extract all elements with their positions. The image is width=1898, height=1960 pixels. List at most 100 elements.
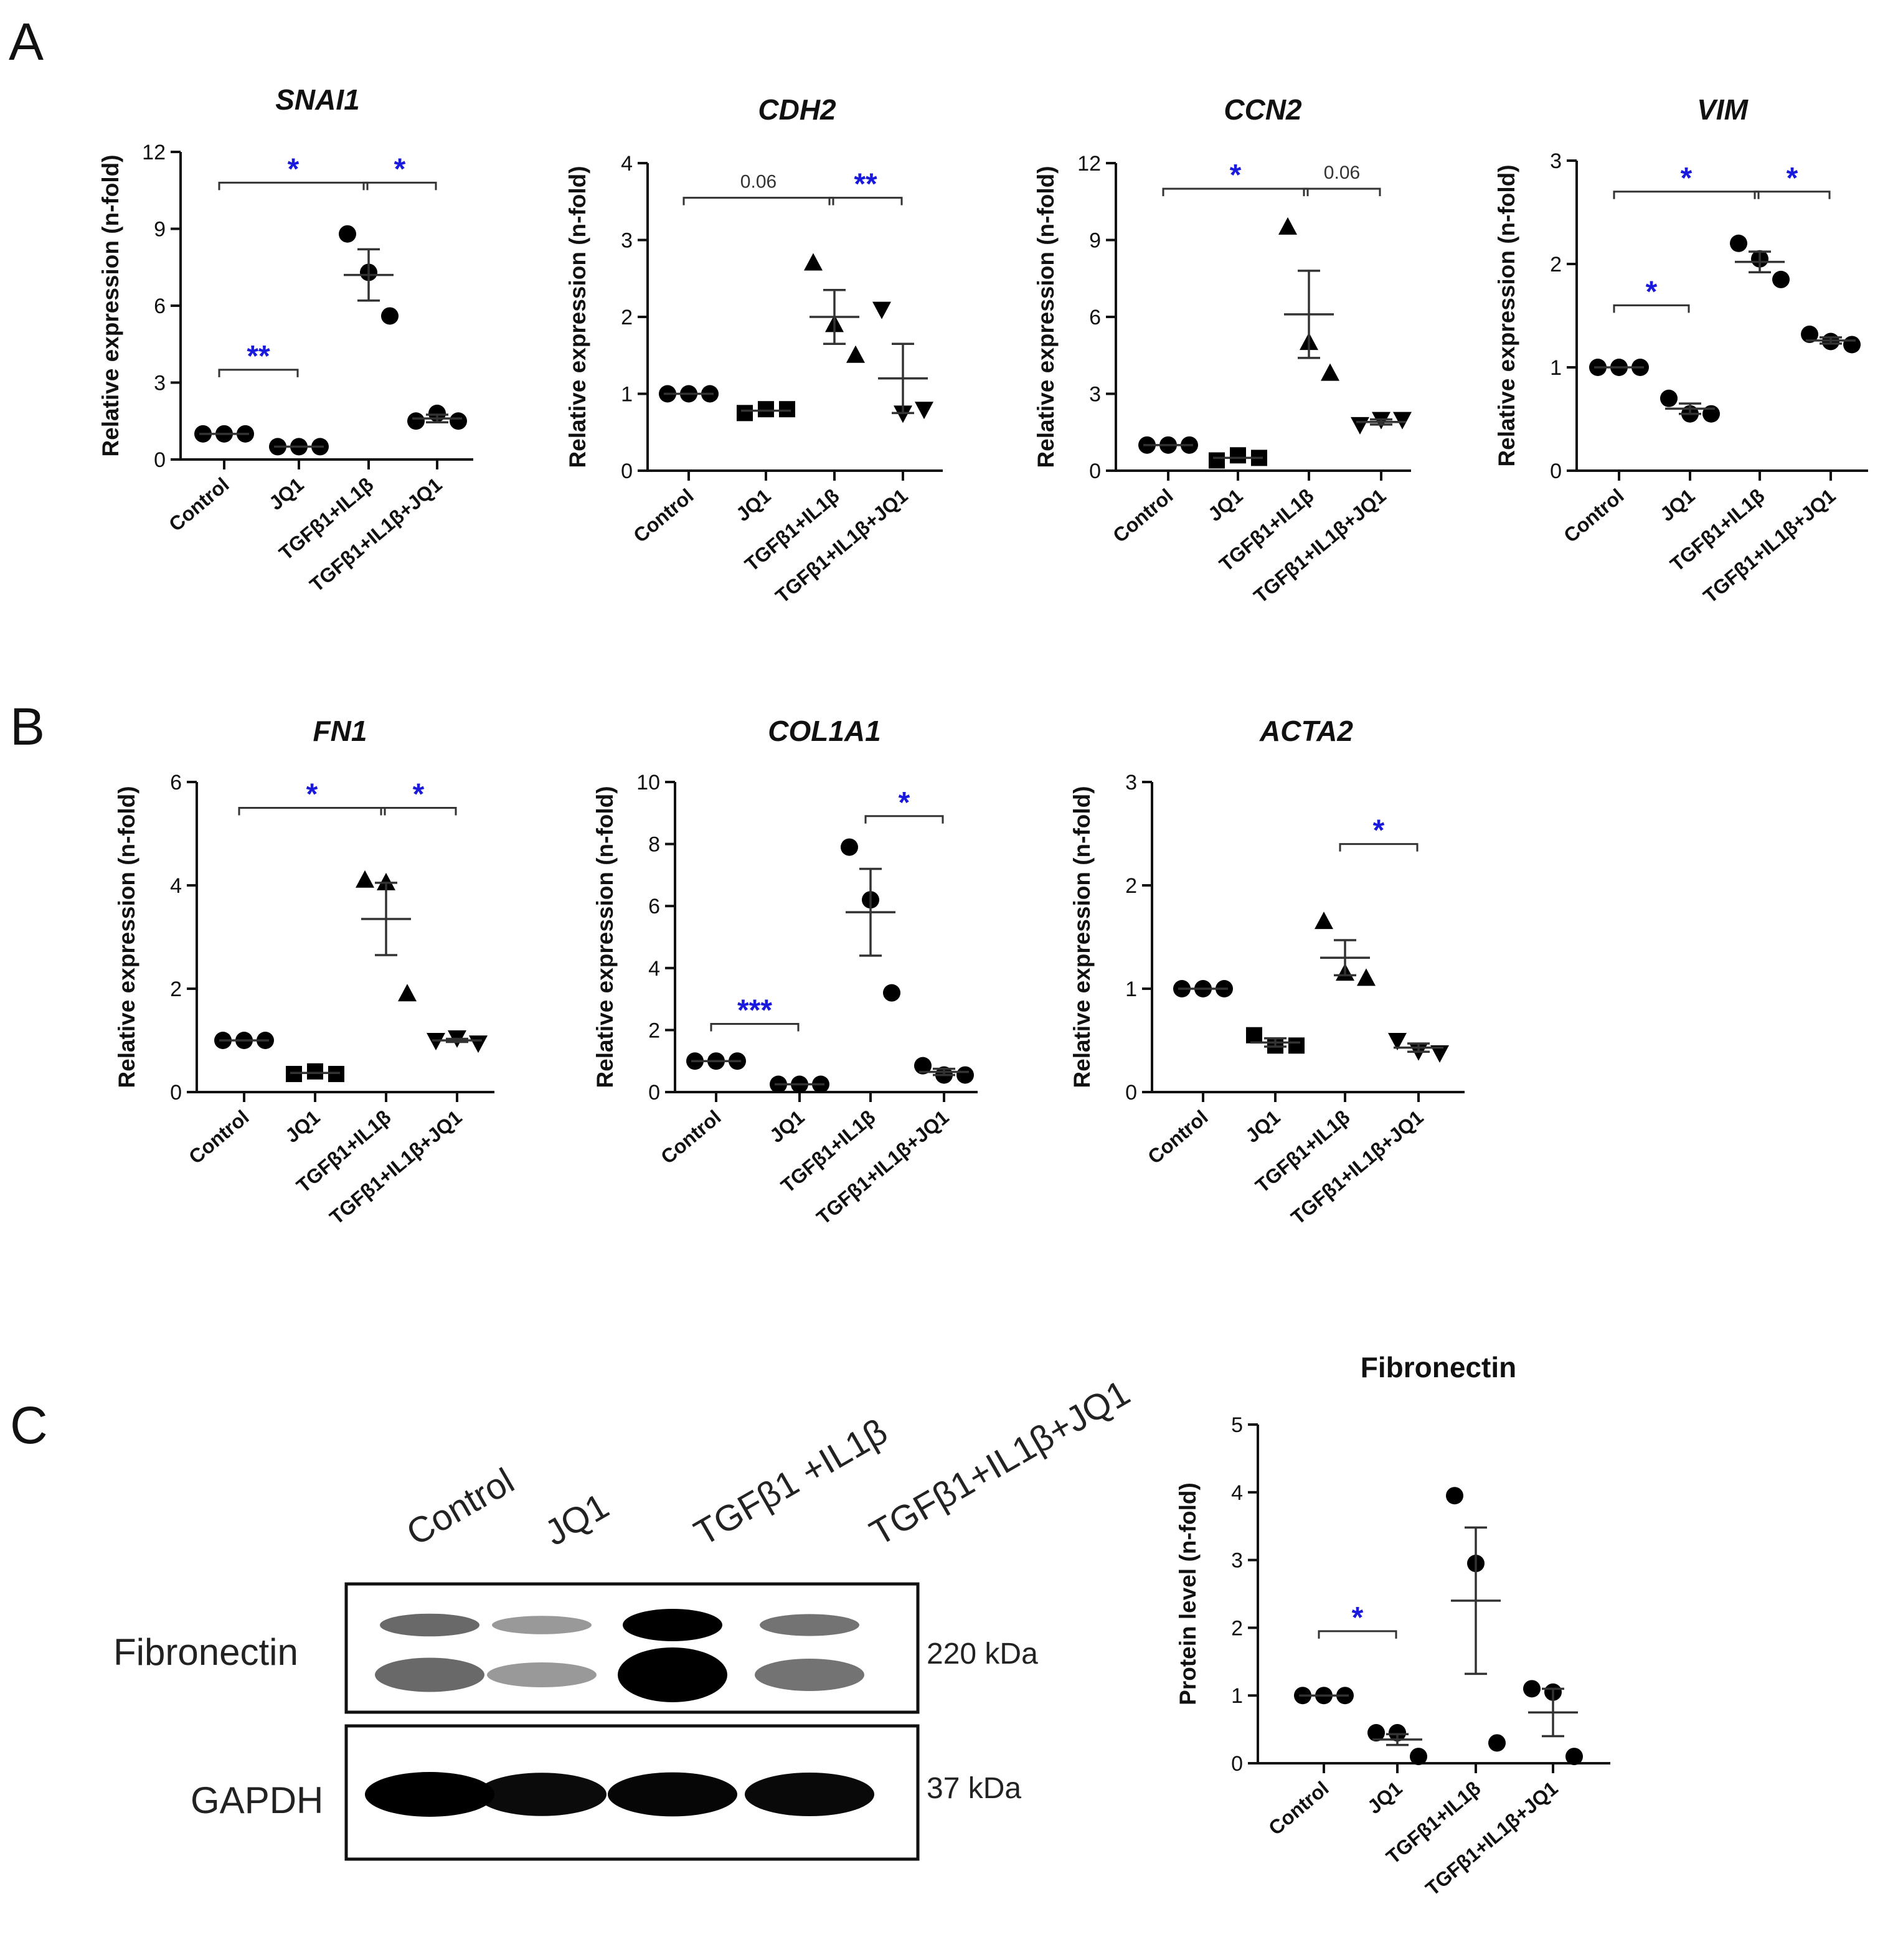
y-axis-title: Relative expression (n-fold): [1033, 166, 1059, 468]
significance-bracket: [1613, 191, 1760, 199]
chart-cdh2: CDH2 0 1 2 3 4 Relative expression (n-fold) Con…: [565, 93, 943, 608]
y-tick-label: 2: [648, 1019, 660, 1042]
significance-bracket: [380, 807, 457, 816]
chart-vim: VIM 0 1 2 3 Relative expression (n-fold) Contr…: [1494, 93, 1868, 608]
chart-title: FN1: [313, 715, 367, 747]
data-point: [914, 1057, 932, 1075]
significance-label: ***: [737, 994, 772, 1027]
x-tick-label: Control: [629, 484, 697, 547]
x-tick-label: JQ1: [765, 1106, 808, 1147]
y-tick-label: 2: [170, 978, 182, 1001]
significance-bracket: [1754, 191, 1831, 199]
data-point: [1278, 217, 1297, 235]
data-point: [956, 1066, 974, 1084]
data-point: [469, 1035, 488, 1053]
x-tick-label: TGFβ1+IL1β+JQ1: [325, 1106, 466, 1229]
x-tick-label: JQ1: [1204, 484, 1247, 525]
chart-title: COL1A1: [768, 715, 881, 747]
x-tick-label: Control: [656, 1106, 725, 1169]
y-tick-label: 0: [154, 448, 166, 472]
chart-title: VIM: [1697, 93, 1749, 126]
y-axis-title: Relative expression (n-fold): [1069, 786, 1095, 1088]
significance-label: **: [854, 168, 877, 201]
data-point: [1230, 447, 1246, 464]
blot-lane-label: JQ1: [538, 1486, 616, 1553]
panel-letter-a: A: [9, 12, 44, 71]
x-tick-label: TGFβ1+IL1β+JQ1: [1421, 1777, 1562, 1900]
y-tick-label: 1: [1550, 356, 1562, 380]
y-axis-title: Protein level (n-fold): [1175, 1482, 1201, 1705]
data-point: [1660, 389, 1678, 407]
significance-bracket: [828, 197, 903, 205]
fibronectin-band-upper: [492, 1616, 592, 1634]
data-point: [450, 412, 467, 430]
blot-lane-label: Control: [400, 1460, 521, 1553]
data-point: [1315, 912, 1333, 930]
data-point: [737, 405, 753, 422]
data-point: [1488, 1734, 1506, 1752]
significance-bracket: [1339, 843, 1419, 852]
data-point: [779, 401, 795, 418]
data-point: [356, 870, 374, 888]
data-point: [1209, 452, 1225, 469]
significance-label: 0.06: [1324, 163, 1360, 183]
gapdh-band: [477, 1773, 607, 1816]
y-tick-label: 0: [1125, 1081, 1137, 1105]
chart-title: CDH2: [758, 93, 836, 126]
data-point: [1288, 1037, 1305, 1054]
y-tick-label: 0: [1231, 1752, 1243, 1776]
data-point: [381, 307, 399, 325]
x-tick-label: JQ1: [265, 473, 308, 514]
panel-letter-c: C: [10, 1396, 48, 1454]
data-point: [846, 345, 865, 363]
significance-label: *: [1681, 162, 1693, 195]
significance-bracket: [864, 815, 944, 824]
y-tick-label: 9: [154, 218, 166, 242]
x-tick-label: Control: [164, 473, 233, 536]
y-tick-label: 3: [621, 229, 633, 253]
data-point: [804, 253, 823, 271]
chart-snai1: SNAI1 0 3 6 9 12 Relative expression (n-fold) C…: [98, 83, 473, 596]
y-tick-label: 9: [1089, 229, 1101, 253]
fibronectin-band-upper: [623, 1609, 722, 1641]
y-tick-label: 4: [648, 957, 660, 981]
significance-label: **: [247, 340, 270, 373]
data-point: [1357, 968, 1376, 986]
blot-row-label-fibronectin: Fibronectin: [113, 1631, 298, 1673]
blot-kda-gapdh: 37 kDa: [927, 1772, 1021, 1805]
data-point: [398, 984, 417, 1002]
data-point: [1446, 1487, 1463, 1505]
fibronectin-band-upper: [380, 1613, 479, 1637]
gapdh-bands: [365, 1772, 874, 1817]
gapdh-band: [608, 1772, 737, 1817]
chart-col1a1: COL1A1 0 2 4 6 8 10 Relative expression (n-fold…: [592, 715, 978, 1229]
y-axis-title: Relative expression (n-fold): [592, 786, 618, 1088]
data-point: [841, 838, 858, 856]
y-tick-label: 2: [1550, 253, 1562, 276]
significance-label: *: [1352, 1601, 1364, 1634]
y-tick-label: 6: [648, 895, 660, 918]
chart-title: SNAI1: [275, 83, 359, 116]
y-axis-title: Relative expression (n-fold): [1494, 164, 1519, 466]
y-tick-label: 3: [154, 372, 166, 395]
chart-fibronectin: Fibronectin 0 1 2 3 4 5 Protein level (n-fold) C…: [1175, 1351, 1610, 1900]
y-tick-label: 3: [1089, 383, 1101, 407]
y-tick-label: 2: [621, 306, 633, 329]
data-point: [1772, 270, 1790, 288]
significance-bracket: [1613, 304, 1690, 313]
significance-bracket: [1303, 187, 1381, 197]
data-point: [872, 301, 891, 319]
data-point: [1565, 1748, 1583, 1766]
y-tick-label: 4: [621, 152, 633, 176]
chart-title: Fibronectin: [1361, 1351, 1516, 1383]
significance-label: *: [1230, 159, 1242, 192]
x-tick-label: TGFβ1+IL1β+JQ1: [812, 1106, 953, 1229]
chart-title: ACTA2: [1259, 715, 1353, 747]
significance-bracket: [710, 1022, 800, 1032]
significance-bracket: [1162, 187, 1309, 197]
data-point: [339, 225, 356, 243]
fibronectin-bands: [375, 1609, 864, 1702]
y-axis-title: Relative expression (n-fold): [565, 166, 590, 468]
y-tick-label: 0: [648, 1081, 660, 1105]
data-point: [1393, 412, 1412, 430]
